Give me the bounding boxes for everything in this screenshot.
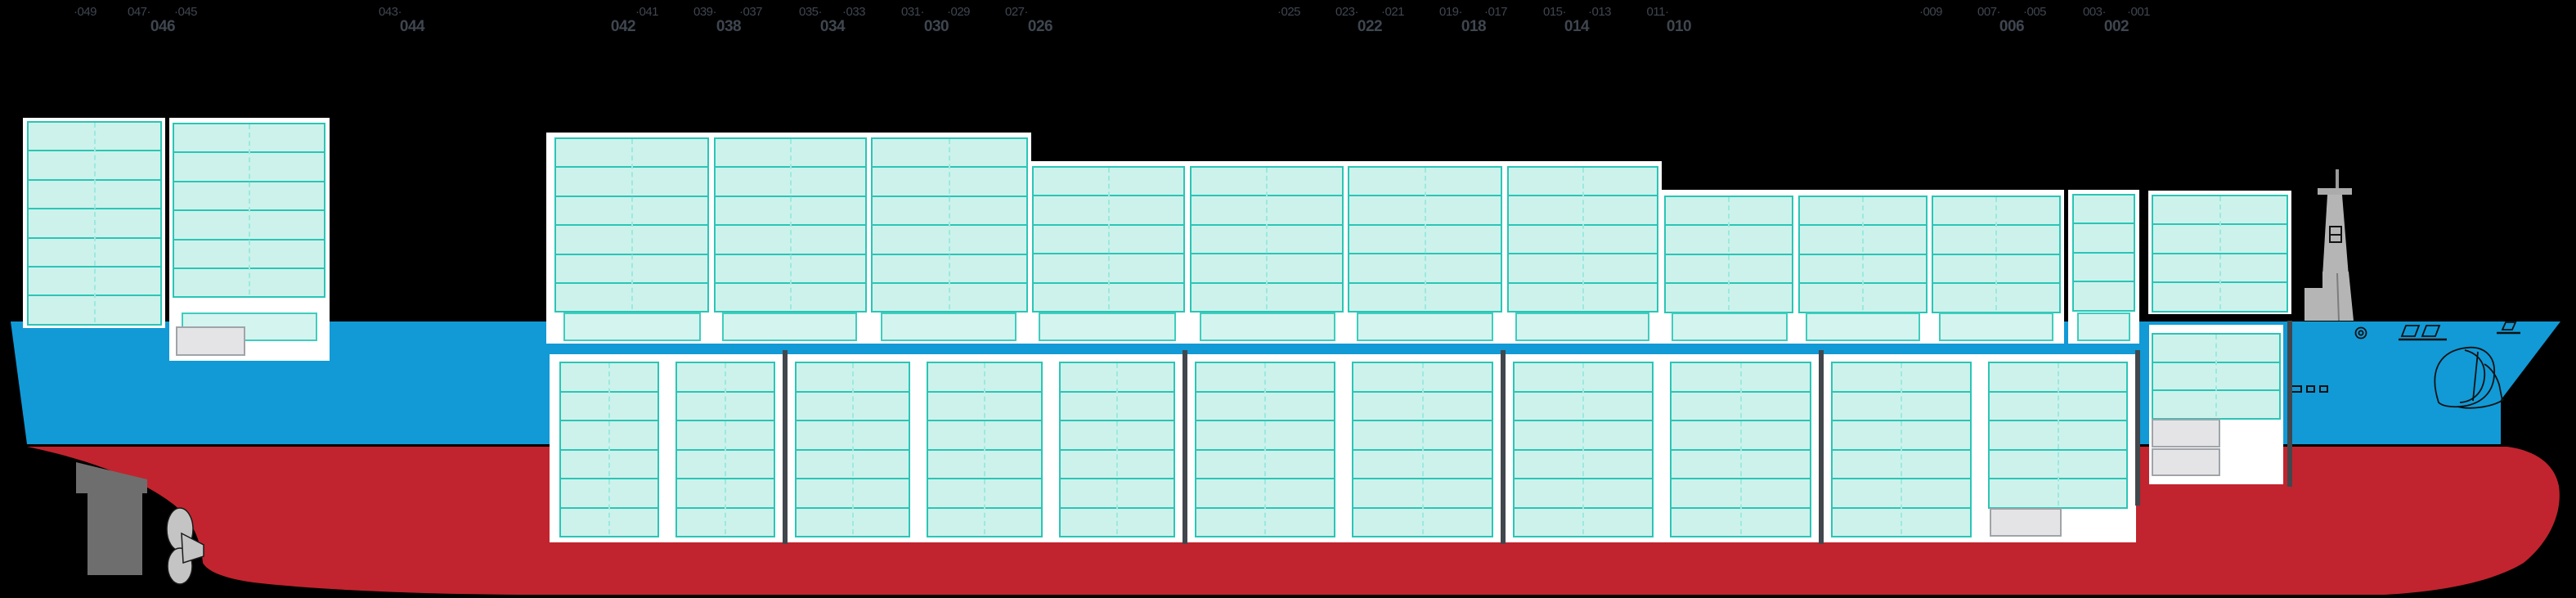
bow-mark-icon: [2501, 321, 2517, 330]
hold-h5-slot-divider: [1116, 363, 1118, 534]
bay-030-above-slot-divider: [1108, 168, 1110, 309]
bay-014-hatch-row-cell[interactable]: [1672, 312, 1788, 341]
bay-014-above-slot-divider: [1728, 197, 1730, 310]
bay-label-010: 010: [1666, 18, 1692, 35]
bay-022-above-slot-divider: [1425, 168, 1426, 309]
bay-label-009: ·009: [1919, 5, 1943, 19]
bay-label-027: 027·: [1004, 5, 1029, 19]
bay-label-039: 039·: [693, 5, 717, 19]
hold-h11-slot-divider: [2058, 363, 2059, 506]
bow-hold-empty-cell[interactable]: [2152, 419, 2220, 447]
hold-h1-slot-divider: [608, 363, 610, 534]
rudder: [76, 462, 147, 575]
foremast: [2304, 169, 2354, 321]
bay-label-006: 006: [1999, 18, 2025, 35]
bay-label-019: 019·: [1438, 5, 1463, 19]
bay-018-hatch-row-cell[interactable]: [1515, 312, 1649, 341]
bulkhead-line: [2135, 350, 2140, 506]
bay-label-013: ·013: [1587, 5, 1612, 19]
bay-026-hatch-row-cell[interactable]: [1200, 312, 1335, 341]
bay-label-023: 023·: [1335, 5, 1359, 19]
bay-022-hatch-row-cell[interactable]: [1357, 312, 1493, 341]
hold-h2-slot-divider: [725, 363, 726, 534]
bay-label-031: 031·: [900, 5, 925, 19]
bay-034-hatch-row-cell[interactable]: [881, 312, 1016, 341]
bay-042-above-slot-divider: [631, 139, 633, 309]
bay-label-029: ·029: [946, 5, 971, 19]
bay-label-047: 047·: [127, 5, 151, 19]
bay-010-above-slot-divider: [1862, 197, 1864, 310]
bay-label-046: 046: [150, 18, 176, 35]
bay-006-above-slot-divider: [1995, 197, 1997, 310]
bay-label-002: 002: [2103, 18, 2129, 35]
hold-h4-slot-divider: [984, 363, 985, 534]
bay-044-above-slot-divider: [249, 124, 250, 295]
bay-004-hatch-row-cell[interactable]: [2077, 312, 2130, 341]
bay-label-011: 011·: [1646, 5, 1669, 19]
hold-h3-slot-divider: [852, 363, 854, 534]
hatch-marks-icon: [2400, 325, 2441, 337]
bay-label-017: ·017: [1483, 5, 1508, 19]
bay-010-hatch-row-cell[interactable]: [1806, 312, 1920, 341]
bulkhead-line: [1819, 350, 1824, 544]
bay-038-above-slot-divider: [790, 139, 792, 309]
bay-label-041: ·041: [635, 5, 659, 19]
bay-006-hatch-row-cell[interactable]: [1939, 312, 2053, 341]
propeller-icon: [166, 507, 204, 585]
bay-label-044: 044: [399, 18, 425, 35]
bay-label-042: 042: [610, 18, 636, 35]
bay-label-015: 015·: [1542, 5, 1567, 19]
bay-label-034: 034: [819, 18, 846, 35]
empty-slot-box[interactable]: [176, 326, 245, 356]
hold-bow-slot-divider: [2215, 335, 2217, 416]
bay-label-038: 038: [716, 18, 742, 35]
hold-h9-slot-divider: [1740, 363, 1742, 534]
bay-label-025: ·025: [1277, 5, 1301, 19]
bulkhead-line: [1183, 350, 1187, 544]
bay-046-above-slot-divider: [94, 123, 96, 322]
hold-h10-slot-divider: [1901, 363, 1902, 534]
bay-030-hatch-row-cell[interactable]: [1039, 312, 1176, 341]
bay-label-005: ·005: [2022, 5, 2047, 19]
hold-h8-slot-divider: [1582, 363, 1584, 534]
bay-label-018: 018: [1461, 18, 1487, 35]
hold-h6-slot-divider: [1264, 363, 1266, 534]
bay-label-035: 035·: [798, 5, 823, 19]
bay-label-014: 014: [1564, 18, 1590, 35]
bay-label-007: 007·: [1977, 5, 2001, 19]
bay-label-030: 030: [923, 18, 949, 35]
bulkhead-line: [2287, 321, 2292, 487]
bay-002-above-slot-divider: [2219, 196, 2221, 309]
bay-label-001: ·001: [2126, 5, 2151, 19]
bay-042-hatch-row-cell[interactable]: [563, 312, 701, 341]
bay-label-043: 043·: [378, 5, 402, 19]
bay-038-hatch-row-cell[interactable]: [722, 312, 857, 341]
bay-label-033: ·033: [841, 5, 866, 19]
bulkhead-line: [783, 350, 788, 544]
bow-hold-empty-cell[interactable]: [2152, 448, 2220, 476]
empty-slot-box[interactable]: [1990, 508, 2062, 537]
bay-026-above-slot-divider: [1266, 168, 1268, 309]
hold-h7-slot-divider: [1422, 363, 1424, 534]
bay-label-022: 022: [1357, 18, 1383, 35]
bow-deck-details: [2291, 321, 2520, 409]
bay-004-above-tier-cell[interactable]: [2072, 281, 2135, 312]
bay-label-037: ·037: [738, 5, 763, 19]
bay-034-above-slot-divider: [949, 139, 950, 309]
bay-018-above-slot-divider: [1582, 168, 1584, 309]
bulkhead-line: [1501, 350, 1506, 544]
bay-label-045: ·045: [173, 5, 198, 19]
fairlead-icon: [2354, 326, 2367, 339]
bay-label-003: 003·: [2082, 5, 2107, 19]
bay-label-026: 026: [1027, 18, 1053, 35]
bay-label-049: ·049: [73, 5, 97, 19]
bay-label-021: ·021: [1380, 5, 1405, 19]
